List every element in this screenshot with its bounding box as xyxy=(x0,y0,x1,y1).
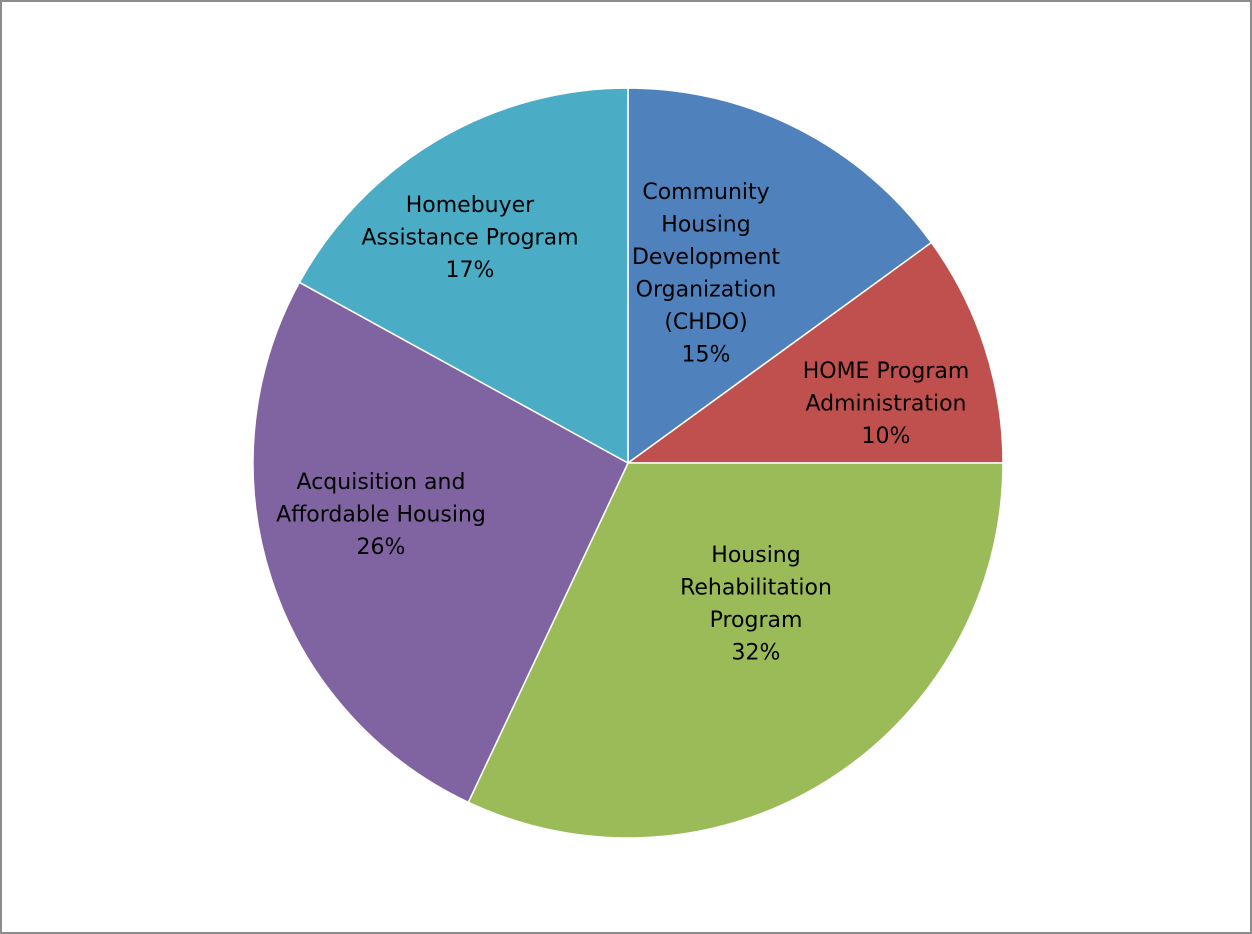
slice-label-line: Administration xyxy=(806,392,967,417)
slice-label-line: Acquisition and xyxy=(297,470,466,495)
slice-label-line: 17% xyxy=(446,258,495,283)
pie-slice-2 xyxy=(625,241,1004,464)
slice-label-line: Housing xyxy=(711,543,800,568)
slice-label-line: Homebuyer xyxy=(406,193,535,218)
pie-slice-3 xyxy=(467,462,1004,839)
pie-slices xyxy=(252,87,1004,839)
slice-label-1: Community Housing Development Organization (… xyxy=(632,180,780,368)
slice-label-2: HOME Program Administration 10% xyxy=(803,359,970,449)
slice-label-line: (CHDO) xyxy=(664,310,747,335)
slice-label-line: Development xyxy=(632,245,780,270)
pie-labels: Community Housing Development Organization (… xyxy=(276,180,969,666)
slice-label-4: Acquisition and Affordable Housing 26% xyxy=(276,470,486,560)
slice-label-line: Program xyxy=(710,608,803,633)
slice-label-line: 15% xyxy=(682,343,731,368)
slice-label-line: Rehabilitation xyxy=(680,576,832,601)
slice-label-line: 26% xyxy=(357,535,406,560)
pie-slice-1 xyxy=(627,87,933,465)
slice-label-line: 10% xyxy=(862,424,911,449)
slice-label-line: Affordable Housing xyxy=(276,503,486,528)
pie-slice-5 xyxy=(298,87,629,465)
slice-label-line: Organization xyxy=(636,278,777,303)
slice-label-line: Assistance Program xyxy=(361,226,578,251)
slice-label-3: Housing Rehabilitation Program 32% xyxy=(680,543,832,666)
slice-label-line: HOME Program xyxy=(803,359,970,384)
pie-slice-4 xyxy=(252,281,629,804)
slice-label-line: Community xyxy=(642,180,769,205)
slice-label-line: 32% xyxy=(732,641,781,666)
slice-label-line: Housing xyxy=(661,213,750,238)
slice-label-5: Homebuyer Assistance Program 17% xyxy=(361,193,578,283)
